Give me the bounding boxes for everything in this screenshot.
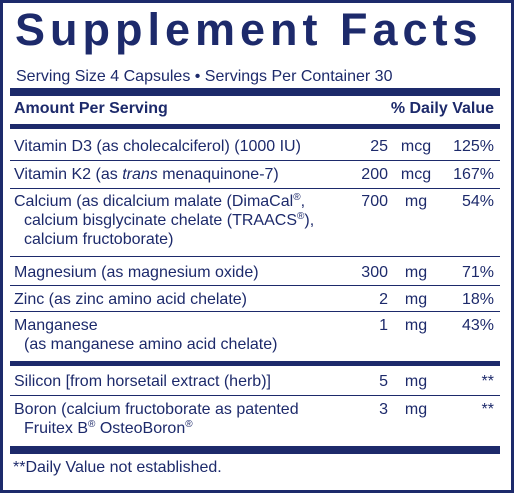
nutrient-name: Magnesium (as magnesium oxide) <box>14 264 259 281</box>
nutrient-unit: mcg <box>400 138 432 155</box>
nutrient-name: Boron (calcium fructoborate as patented F… <box>14 401 299 437</box>
serving-info: Serving Size 4 Capsules • Servings Per C… <box>16 68 393 85</box>
nutrient-name: Manganese (as manganese amino acid chelat… <box>14 317 278 353</box>
amount-per-serving-header: Amount Per Serving <box>14 100 168 117</box>
nutrient-unit: mg <box>404 193 428 210</box>
nutrient-daily-value: 18% <box>461 291 494 308</box>
row-rule <box>10 395 500 396</box>
divider-medium <box>10 361 500 366</box>
nutrient-amount: 1 <box>379 317 388 334</box>
nutrient-amount: 3 <box>379 401 388 418</box>
nutrient-name: Vitamin K2 (as trans menaquinone-7) <box>14 166 279 183</box>
nutrient-amount: 5 <box>379 373 388 390</box>
nutrient-name: Vitamin D3 (as cholecalciferol) (1000 IU… <box>14 138 301 155</box>
nutrient-amount: 300 <box>361 264 388 281</box>
row-rule <box>10 285 500 286</box>
nutrient-unit: mg <box>404 401 428 418</box>
nutrient-daily-value: ** <box>481 373 494 390</box>
nutrient-amount: 25 <box>370 138 388 155</box>
nutrient-daily-value: 43% <box>461 317 494 334</box>
nutrient-daily-value: 167% <box>453 166 494 183</box>
nutrient-amount: 2 <box>379 291 388 308</box>
nutrient-unit: mg <box>404 317 428 334</box>
divider-medium <box>10 124 500 129</box>
nutrient-name: Calcium (as dicalcium malate (DimaCal®, c… <box>14 192 315 249</box>
panel-title: Supplement Facts <box>15 4 483 55</box>
nutrient-daily-value: 71% <box>461 264 494 281</box>
nutrient-name: Zinc (as zinc amino acid chelate) <box>14 291 247 308</box>
nutrient-name: Silicon [from horsetail extract (herb)] <box>14 373 271 390</box>
nutrient-amount: 700 <box>361 193 388 210</box>
daily-value-header: % Daily Value <box>390 100 494 117</box>
row-rule <box>10 160 500 161</box>
nutrient-amount: 200 <box>361 166 388 183</box>
nutrient-daily-value: ** <box>481 401 494 418</box>
row-rule <box>10 256 500 257</box>
divider-thick <box>10 446 500 454</box>
nutrient-daily-value: 54% <box>461 193 494 210</box>
nutrient-daily-value: 125% <box>453 138 494 155</box>
daily-value-footnote: **Daily Value not established. <box>13 459 222 476</box>
row-rule <box>10 188 500 189</box>
nutrient-unit: mg <box>404 264 428 281</box>
nutrient-unit: mg <box>404 291 428 308</box>
nutrient-unit: mg <box>404 373 428 390</box>
divider-thick <box>10 88 500 96</box>
row-rule <box>10 311 500 312</box>
nutrient-unit: mcg <box>400 166 432 183</box>
